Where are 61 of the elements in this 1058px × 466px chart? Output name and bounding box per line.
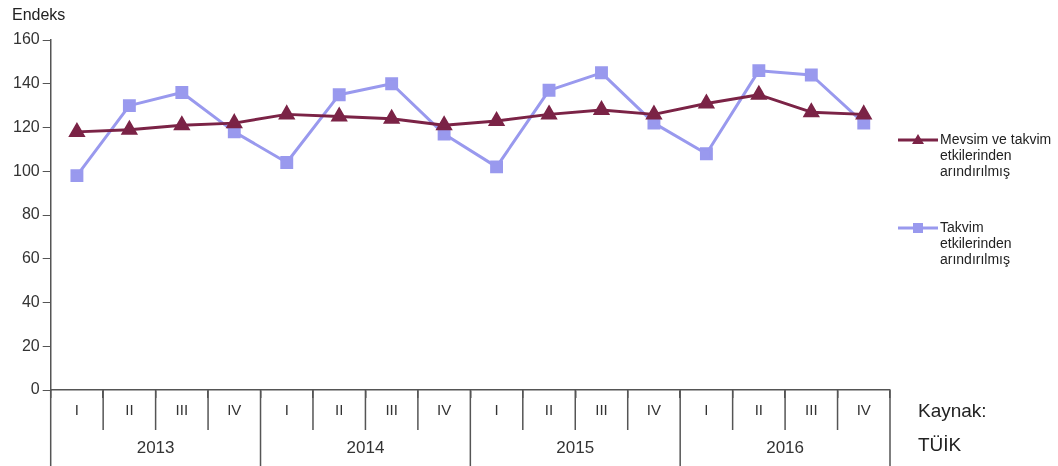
x-tick-label: III (175, 401, 189, 419)
text: 2016 (766, 437, 804, 457)
point (279, 105, 295, 120)
point (175, 86, 189, 99)
y-axis-title: Endeks (12, 6, 66, 24)
point (69, 123, 85, 137)
x-tick-label: III (595, 401, 608, 419)
point (280, 156, 294, 169)
x-tick-label: I (494, 401, 499, 419)
text: 2013 (136, 437, 175, 457)
x-tick-label: II (754, 401, 764, 419)
y-tick-label: 100 (12, 161, 40, 179)
point (751, 86, 767, 100)
x-tick-label: IV (227, 401, 242, 419)
x-tick-label: IV (646, 401, 662, 419)
x-tick-label: I (74, 401, 80, 419)
point (436, 116, 452, 131)
x-tick-label: III (805, 401, 818, 419)
point (541, 105, 557, 120)
legend-label: Takvim etkilerinden arındırılmış (940, 218, 1012, 267)
point (384, 110, 400, 124)
point (121, 121, 137, 135)
point (490, 160, 504, 174)
point (542, 83, 556, 97)
y-tick-label: 60 (21, 249, 40, 267)
x-tick-label: II (544, 401, 554, 419)
y-tick-label: 120 (12, 117, 40, 135)
point (699, 147, 713, 161)
point (804, 68, 818, 82)
point (593, 101, 610, 115)
point (174, 116, 190, 131)
text: Kaynak: TÜİK (918, 400, 987, 456)
y-tick-label: 20 (21, 336, 40, 354)
point (70, 169, 84, 183)
point (385, 77, 399, 91)
x-tick-label: III (385, 401, 398, 419)
point (332, 88, 346, 102)
y-tick-label: 140 (12, 74, 40, 92)
point (646, 105, 662, 120)
point (856, 105, 872, 120)
point (698, 94, 714, 109)
legend-label: Mevsim ve takvim etkilerinden arındırılmış (940, 130, 1052, 179)
point (752, 64, 766, 78)
x-tick-label: IV (437, 401, 452, 419)
x-tick-label: II (335, 401, 344, 419)
text: 2014 (346, 437, 385, 457)
y-tick-label: 40 (21, 292, 40, 310)
x-tick-label: IV (856, 401, 871, 419)
point (489, 112, 505, 126)
point (122, 99, 136, 113)
point (803, 103, 819, 118)
text: 2015 (556, 437, 595, 457)
y-tick-label: 160 (12, 30, 40, 48)
point (226, 114, 242, 129)
point (595, 66, 608, 80)
y-tick-label: 80 (21, 205, 40, 223)
x-tick-label: I (704, 401, 709, 419)
y-tick-label: 0 (30, 380, 40, 398)
x-tick-label: II (125, 401, 134, 419)
point (331, 108, 347, 122)
x-tick-label: I (284, 401, 289, 419)
